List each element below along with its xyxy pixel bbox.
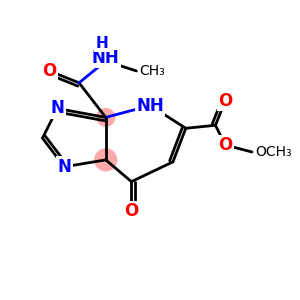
- Text: O: O: [124, 202, 139, 220]
- Text: NH: NH: [92, 49, 120, 67]
- Circle shape: [97, 109, 115, 126]
- Text: O: O: [42, 62, 56, 80]
- Text: NH: NH: [136, 97, 164, 115]
- Text: N: N: [57, 158, 71, 176]
- Text: OCH₃: OCH₃: [255, 145, 292, 159]
- Text: H: H: [95, 36, 108, 51]
- Text: CH₃: CH₃: [139, 64, 165, 78]
- Text: O: O: [218, 92, 232, 110]
- Text: O: O: [218, 136, 232, 154]
- Circle shape: [95, 149, 117, 171]
- Text: N: N: [50, 100, 64, 118]
